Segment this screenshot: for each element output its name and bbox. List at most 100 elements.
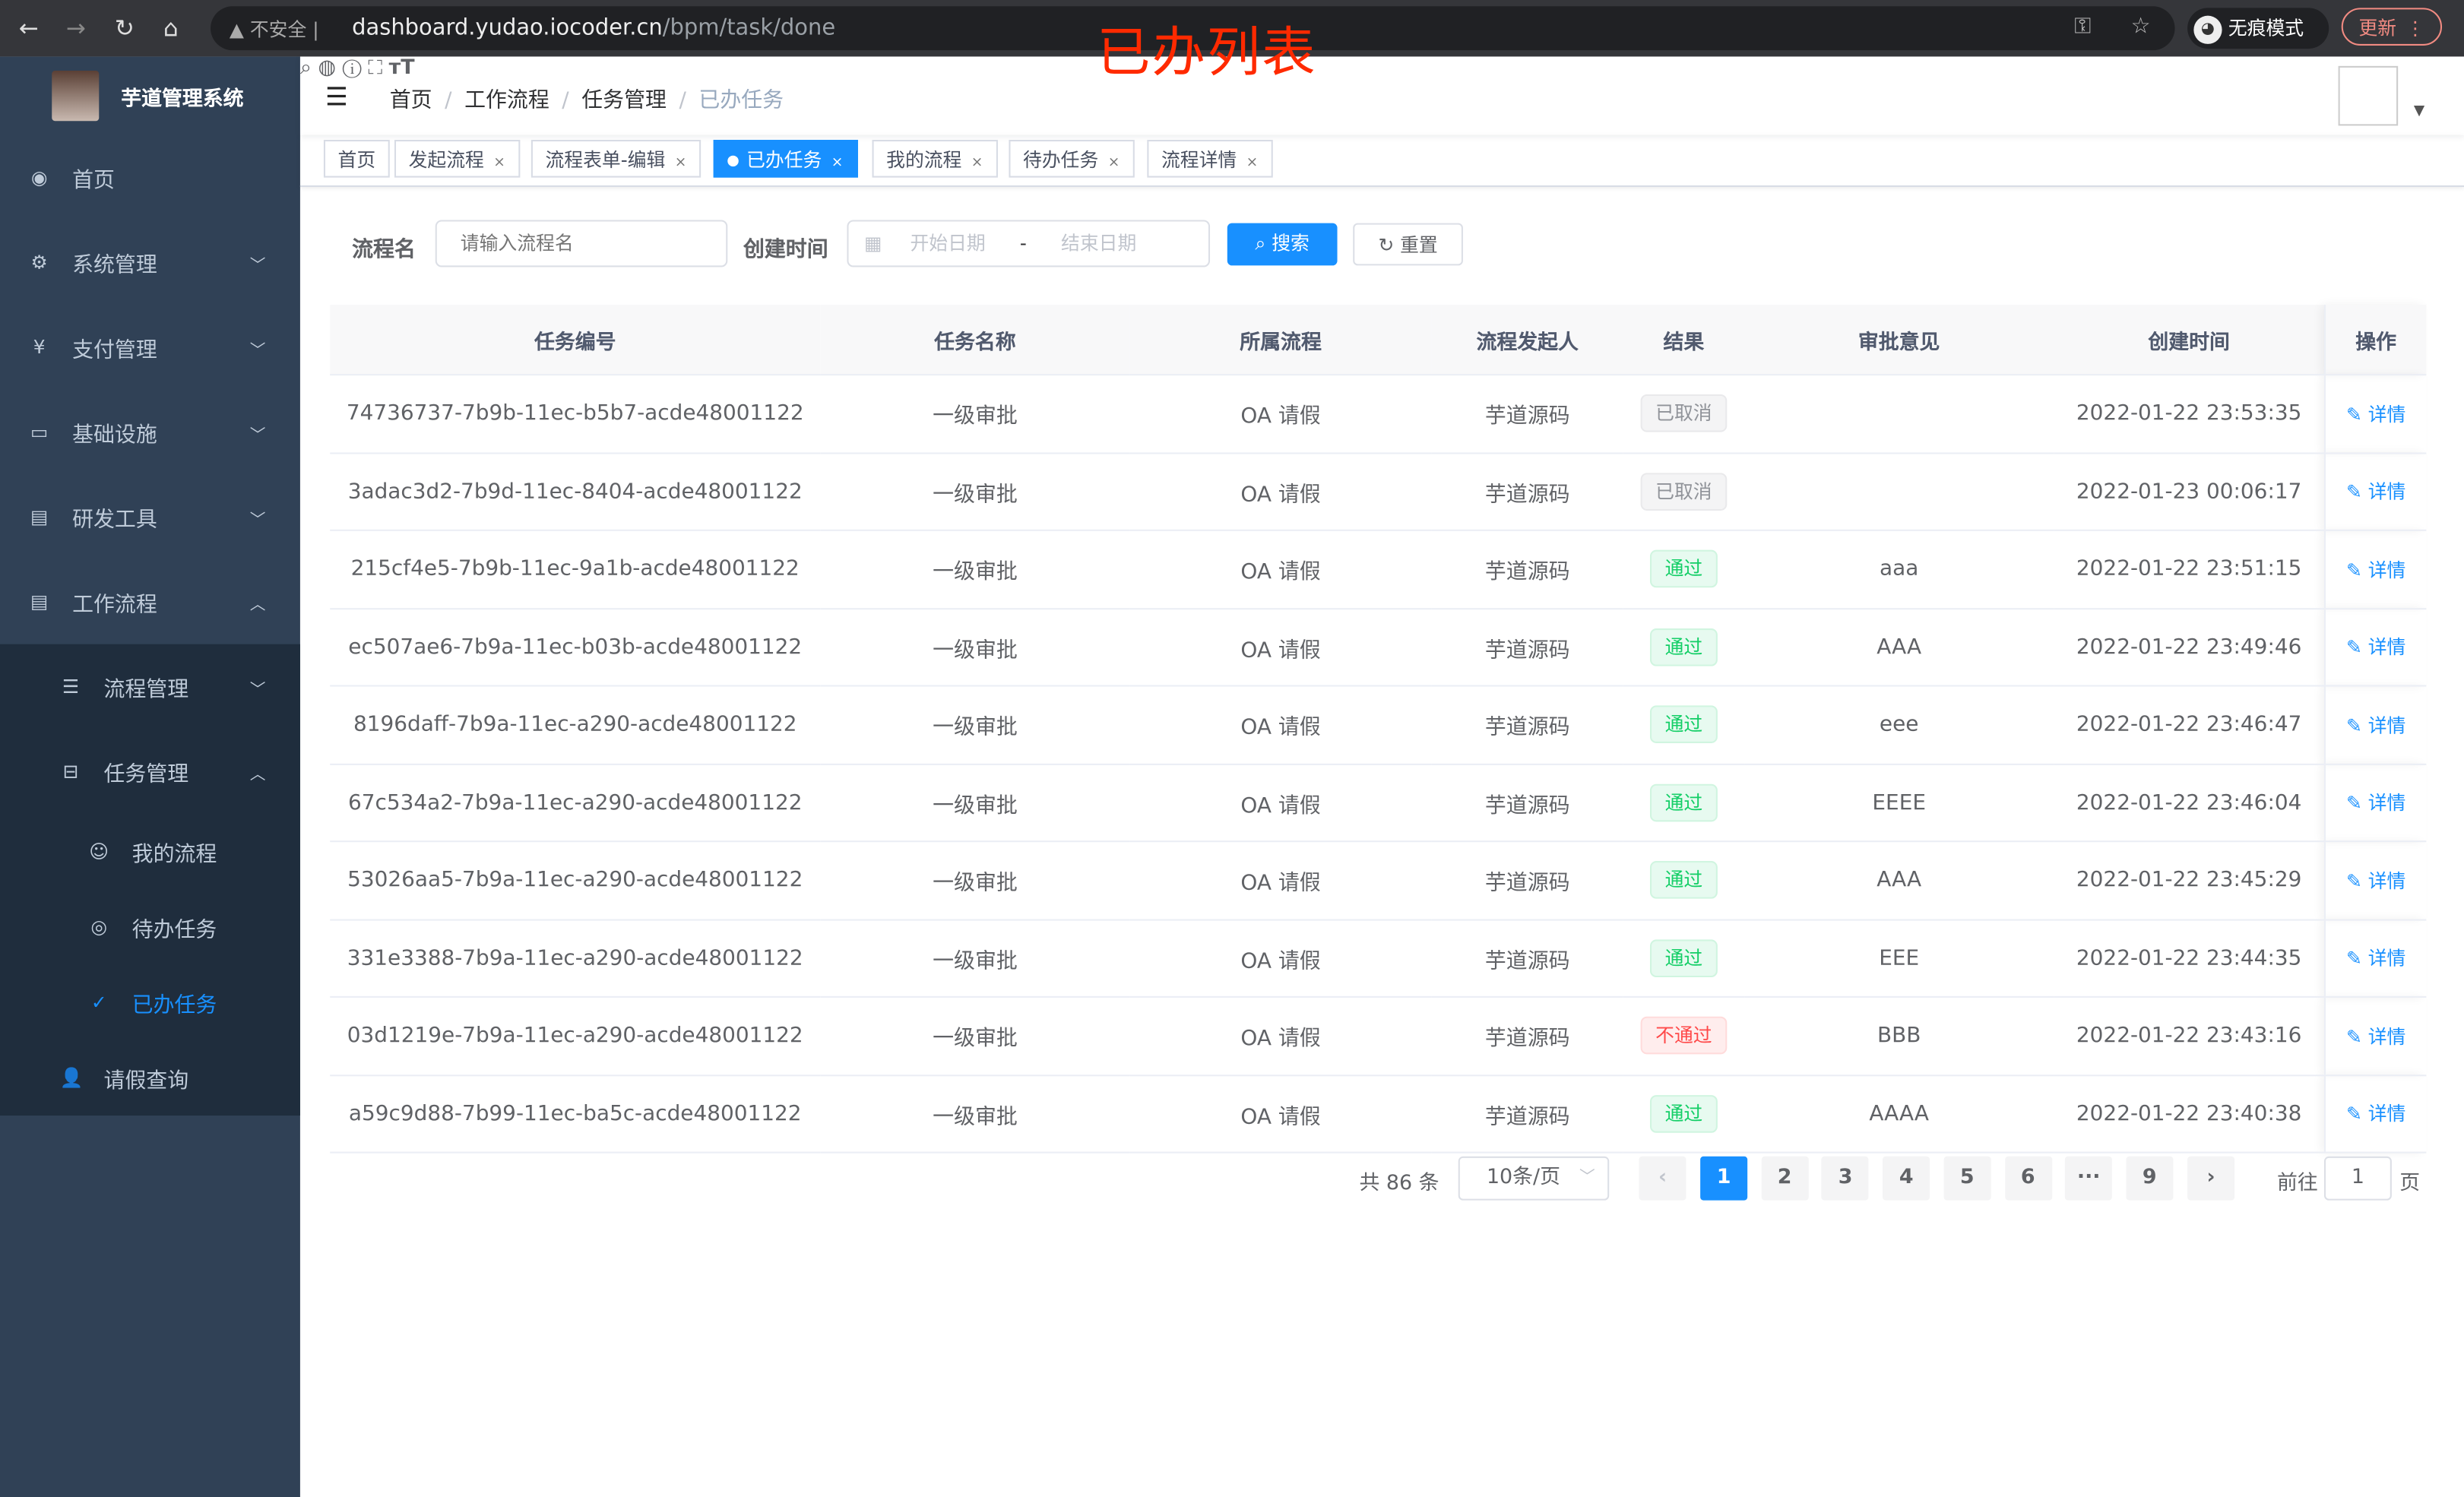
detail-button[interactable]: ✎ 详情 bbox=[2346, 870, 2405, 892]
update-button[interactable]: 更新 ⋮ bbox=[2341, 8, 2443, 46]
tag-process-detail[interactable]: 流程详情 × bbox=[1147, 140, 1272, 178]
detail-button[interactable]: ✎ 详情 bbox=[2346, 404, 2405, 426]
close-icon[interactable]: × bbox=[1107, 155, 1120, 172]
search-icon[interactable]: ⌕ bbox=[299, 56, 312, 81]
date-range-picker[interactable]: ▦ 开始日期 - 结束日期 bbox=[847, 220, 1211, 267]
detail-button[interactable]: ✎ 详情 bbox=[2346, 481, 2405, 503]
close-icon[interactable]: × bbox=[971, 155, 983, 172]
page-button[interactable]: 9 bbox=[2126, 1156, 2174, 1201]
detail-label: 详情 bbox=[2367, 869, 2406, 892]
tag-my-process[interactable]: 我的流程 × bbox=[872, 140, 998, 178]
task-name-cell: 一级审批 bbox=[820, 841, 1130, 920]
sidebar-item-todo[interactable]: ◎ 待办任务 bbox=[0, 889, 300, 964]
incognito-badge[interactable]: ◕ 无痕模式 bbox=[2187, 8, 2329, 49]
task-id-cell: 3adac3d2-7b9d-11ec-8404-acde48001122 bbox=[330, 452, 821, 531]
github-icon[interactable]: ◍ bbox=[318, 56, 336, 81]
action-cell: ✎ 详情 bbox=[2323, 452, 2427, 531]
breadcrumb-item[interactable]: 首页 bbox=[389, 87, 432, 113]
status-badge: 通过 bbox=[1650, 783, 1717, 821]
page-button[interactable]: 1 bbox=[1700, 1156, 1748, 1201]
sidebar-item-label: 已办任务 bbox=[131, 992, 217, 1018]
chevron-down-icon: ﹀ bbox=[249, 511, 266, 529]
result-cell: 不通过 bbox=[1623, 996, 1745, 1076]
app-logo[interactable]: 芋道管理系统 bbox=[0, 56, 300, 135]
process-name-input[interactable] bbox=[435, 220, 728, 267]
address-bar[interactable]: ▲ 不安全 | dashboard.yudao.iocoder.cn/bpm/t… bbox=[211, 6, 2175, 51]
initiator-cell: 芋道源码 bbox=[1431, 841, 1623, 920]
page-button[interactable]: 6 bbox=[2004, 1156, 2052, 1201]
not-secure-indicator[interactable]: ▲ 不安全 | bbox=[229, 18, 319, 41]
page-button[interactable]: 2 bbox=[1761, 1156, 1809, 1201]
sidebar-item-done[interactable]: ✓ 已办任务 bbox=[0, 965, 300, 1040]
hamburger-icon[interactable]: ☰ bbox=[325, 81, 348, 112]
detail-label: 详情 bbox=[2367, 948, 2406, 970]
sidebar-item-my-process[interactable]: ☺ 我的流程 bbox=[0, 814, 300, 889]
detail-button[interactable]: ✎ 详情 bbox=[2346, 948, 2405, 970]
task-name-cell: 一级审批 bbox=[820, 919, 1130, 998]
action-cell: ✎ 详情 bbox=[2323, 375, 2427, 454]
process-cell: OA 请假 bbox=[1129, 608, 1432, 687]
star-icon[interactable]: ☆ bbox=[2130, 14, 2151, 40]
prev-page-button[interactable]: ‹ bbox=[1639, 1156, 1686, 1201]
detail-label: 详情 bbox=[2367, 636, 2406, 659]
detail-button[interactable]: ✎ 详情 bbox=[2346, 793, 2405, 815]
sidebar-item-task-manage[interactable]: ⊟ 任务管理 ︿ bbox=[0, 729, 300, 814]
detail-button[interactable]: ✎ 详情 bbox=[2346, 637, 2405, 659]
back-icon[interactable]: ← bbox=[18, 14, 39, 43]
comment-cell: EEE bbox=[1744, 919, 2054, 998]
page-size-select[interactable]: 10条/页 ﹀ bbox=[1458, 1156, 1610, 1201]
tag-start-process[interactable]: 发起流程 × bbox=[394, 140, 520, 178]
action-cell: ✎ 详情 bbox=[2323, 685, 2427, 764]
edit-icon: ✎ bbox=[2346, 714, 2362, 737]
close-icon[interactable]: × bbox=[831, 155, 844, 172]
task-name-cell: 一级审批 bbox=[820, 685, 1130, 764]
sidebar-item-leave[interactable]: 👤 请假查询 bbox=[0, 1040, 300, 1116]
tag-home[interactable]: 首页 bbox=[323, 140, 390, 178]
result-cell: 通过 bbox=[1623, 608, 1745, 687]
breadcrumb-item[interactable]: 工作流程 bbox=[464, 87, 549, 113]
sidebar-item-pay[interactable]: ¥ 支付管理 ﹀ bbox=[0, 305, 300, 390]
close-icon[interactable]: × bbox=[493, 155, 505, 172]
detail-button[interactable]: ✎ 详情 bbox=[2346, 559, 2405, 581]
page-button[interactable]: 4 bbox=[1883, 1156, 1930, 1201]
create-time-cell: 2022-01-22 23:46:04 bbox=[2054, 763, 2326, 843]
key-icon[interactable]: ⚿ bbox=[2074, 14, 2092, 40]
sidebar-item-process-manage[interactable]: ☰ 流程管理 ﹀ bbox=[0, 644, 300, 730]
breadcrumb-item[interactable]: 任务管理 bbox=[581, 87, 667, 113]
detail-button[interactable]: ✎ 详情 bbox=[2346, 1026, 2405, 1048]
fullscreen-icon[interactable]: ⛶ bbox=[368, 56, 383, 81]
page-button[interactable]: 5 bbox=[1943, 1156, 1991, 1201]
tag-label: 首页 bbox=[337, 149, 376, 172]
sidebar-item-workflow[interactable]: ▤ 工作流程 ︿ bbox=[0, 559, 300, 644]
help-icon[interactable]: ⓘ bbox=[342, 56, 362, 81]
goto-page-input[interactable]: 1 bbox=[2323, 1156, 2392, 1201]
home-icon[interactable]: ⌂ bbox=[163, 14, 179, 43]
reload-icon[interactable]: ↻ bbox=[114, 14, 135, 43]
avatar[interactable] bbox=[2338, 65, 2399, 126]
result-cell: 已取消 bbox=[1623, 375, 1745, 454]
tag-form-edit[interactable]: 流程表单-编辑 × bbox=[530, 140, 701, 178]
detail-button[interactable]: ✎ 详情 bbox=[2346, 1103, 2405, 1125]
create-time-cell: 2022-01-22 23:44:35 bbox=[2054, 919, 2326, 998]
forward-icon[interactable]: → bbox=[65, 14, 86, 43]
column-header: 操作 bbox=[2323, 305, 2427, 376]
tag-done-tasks[interactable]: 已办任务 × bbox=[713, 140, 858, 178]
detail-button[interactable]: ✎ 详情 bbox=[2346, 714, 2405, 736]
table-row: a59c9d88-7b99-11ec-ba5c-acde48001122 一级审批… bbox=[330, 1074, 2427, 1154]
page-size-value: 10条/页 bbox=[1486, 1166, 1560, 1190]
tag-todo[interactable]: 待办任务 × bbox=[1009, 140, 1134, 178]
sidebar-item-infra[interactable]: ▭ 基础设施 ﹀ bbox=[0, 390, 300, 475]
page-button[interactable]: 3 bbox=[1822, 1156, 1870, 1201]
font-size-icon[interactable]: тT bbox=[388, 56, 415, 81]
sidebar-item-devtools[interactable]: ▤ 研发工具 ﹀ bbox=[0, 474, 300, 559]
sidebar-item-system[interactable]: ⚙ 系统管理 ﹀ bbox=[0, 220, 300, 305]
close-icon[interactable]: × bbox=[1246, 155, 1259, 172]
reset-button[interactable]: ↻ 重置 bbox=[1353, 223, 1463, 266]
next-page-button[interactable]: › bbox=[2187, 1156, 2235, 1201]
search-button[interactable]: ⌕ 搜索 bbox=[1227, 223, 1338, 266]
calendar-icon: ▦ bbox=[864, 233, 882, 255]
caret-down-icon[interactable]: ▼ bbox=[2413, 103, 2425, 120]
page-button[interactable]: ··· bbox=[2065, 1156, 2113, 1201]
sidebar-item-home[interactable]: ◉ 首页 bbox=[0, 135, 300, 220]
close-icon[interactable]: × bbox=[674, 155, 687, 172]
